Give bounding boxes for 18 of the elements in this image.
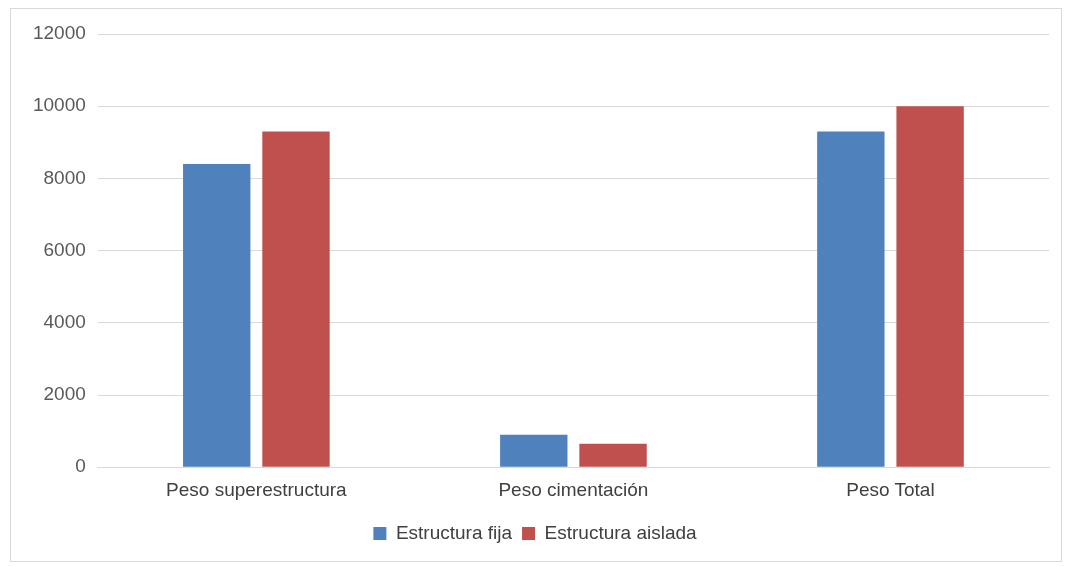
bar	[896, 106, 964, 467]
x-tick-label: Peso Total	[846, 478, 935, 500]
bar	[183, 163, 251, 467]
bar	[817, 131, 885, 467]
y-tick-label: 8000	[43, 166, 86, 188]
x-tick-label: Peso superestructura	[166, 478, 348, 500]
bar	[262, 131, 330, 467]
y-tick-label: 4000	[43, 311, 86, 333]
legend-label: Estructura fija	[395, 521, 513, 543]
y-tick-label: 12000	[32, 22, 86, 44]
bar	[579, 443, 647, 467]
y-tick-label: 6000	[43, 238, 86, 260]
y-tick-label: 2000	[43, 383, 86, 405]
x-tick-label: Peso cimentación	[498, 478, 649, 500]
y-tick-label: 0	[75, 455, 86, 477]
legend-label: Estructura aislada	[544, 521, 698, 543]
y-tick-label: 10000	[32, 94, 86, 116]
bar	[500, 434, 568, 467]
